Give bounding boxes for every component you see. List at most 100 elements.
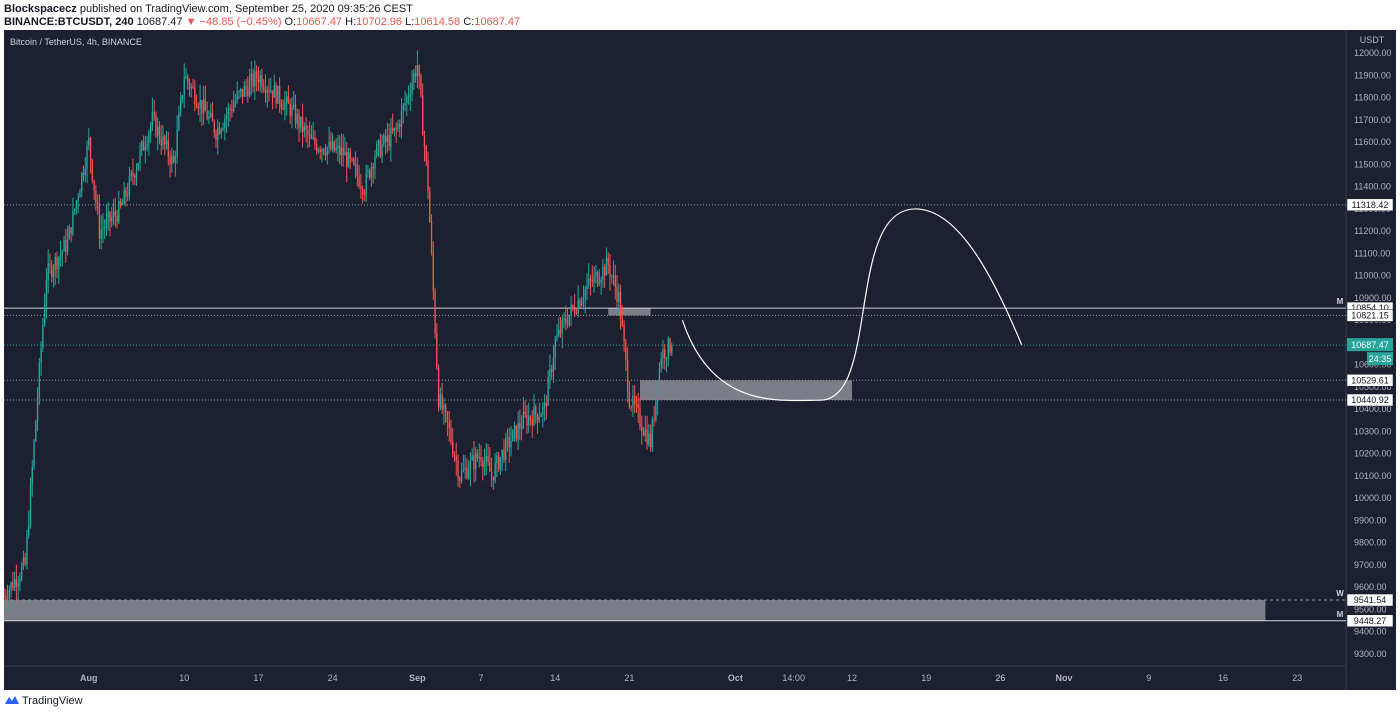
time-tick-label: Aug	[80, 673, 98, 683]
candle-body	[552, 358, 555, 372]
candle-body	[275, 84, 277, 104]
author-name[interactable]: Blockspacecz	[4, 3, 77, 15]
candle-body	[51, 265, 53, 277]
candle-body	[144, 147, 147, 151]
level-price-box	[1346, 593, 1394, 607]
candle-body	[66, 239, 69, 252]
candle-body	[282, 107, 284, 110]
time-tick-label: 21	[624, 673, 634, 683]
candle-body	[499, 457, 502, 470]
candle-body	[609, 264, 611, 277]
candle-body	[268, 89, 270, 92]
candle-body	[298, 114, 300, 128]
candle-body	[247, 88, 249, 97]
candle-body	[54, 257, 56, 271]
last-price: 10687.47	[136, 16, 183, 28]
price-tick-label: 10300.00	[1354, 426, 1392, 436]
candle-body	[323, 149, 325, 154]
candle-body	[280, 103, 283, 108]
level-marker-label: M	[1337, 610, 1344, 619]
candle-body	[422, 95, 424, 136]
candle-body	[10, 582, 12, 590]
time-tick-label: 16	[1218, 673, 1228, 683]
candle-body	[621, 319, 624, 326]
candle-body	[513, 425, 516, 430]
candle-body	[28, 525, 30, 536]
candle-body	[72, 210, 74, 234]
candle-body	[17, 582, 19, 587]
price-change: ▼ −48.85 (−0.45%)	[185, 16, 282, 28]
price-chart[interactable]: Bitcoin / TetherUS, 4h, BINANCE USDT 12000…	[3, 30, 1396, 690]
candle-body	[432, 251, 434, 292]
candle-body	[243, 85, 245, 97]
candle-body	[517, 423, 519, 440]
candle-body	[483, 461, 486, 467]
candle-body	[277, 85, 279, 104]
candle-body	[593, 275, 595, 282]
candle-body	[179, 97, 182, 113]
brand-name[interactable]: TradingView	[22, 695, 83, 707]
candle-body	[605, 257, 608, 276]
time-tick-label: 12	[847, 673, 857, 683]
level-price-label: 10440.92	[1351, 395, 1389, 405]
candle-body	[158, 126, 161, 140]
price-tick-label: 10900.00	[1354, 293, 1392, 303]
candle-body	[151, 112, 154, 126]
candle-body	[596, 272, 599, 285]
time-tick-label: 7	[478, 673, 483, 683]
candle-body	[632, 395, 634, 408]
candle-body	[248, 80, 251, 97]
candle-body	[446, 411, 449, 423]
candle-body	[358, 176, 360, 187]
candle-body	[519, 423, 521, 429]
candle-body	[81, 173, 83, 192]
candle-body	[490, 471, 493, 477]
candle-body	[169, 156, 171, 165]
chart-header: Blockspacecz published on TradingView.co…	[0, 0, 1400, 30]
candle-body	[614, 275, 616, 288]
candle-body	[102, 228, 104, 230]
candle-body	[395, 127, 397, 130]
candle-body	[397, 124, 399, 130]
level-price-box	[1346, 374, 1394, 387]
candle-body	[475, 452, 477, 469]
chart-panel[interactable]: Bitcoin / TetherUS, 4h, BINANCE USDT 12000…	[3, 30, 1396, 690]
candle-body	[381, 144, 383, 157]
price-tick-label: 9800.00	[1354, 538, 1387, 548]
tradingview-logo-icon[interactable]	[4, 694, 20, 706]
candle-body	[351, 158, 353, 160]
candle-body	[185, 76, 187, 79]
candle-body	[598, 282, 601, 285]
candle-body	[188, 82, 191, 89]
candle-body	[356, 165, 359, 177]
candle-body	[391, 128, 394, 132]
candle-body	[224, 118, 226, 128]
candle-body	[369, 170, 371, 178]
candle-body	[492, 476, 495, 481]
candle-body	[473, 455, 475, 469]
candle-body	[6, 598, 9, 600]
candle-body	[346, 151, 348, 167]
candle-body	[82, 173, 85, 176]
candle-body	[232, 104, 235, 111]
level-marker-label: M	[1337, 297, 1344, 306]
candle-body	[512, 429, 514, 442]
candle-body	[270, 90, 272, 92]
candle-body	[588, 278, 590, 285]
candle-body	[425, 146, 427, 162]
price-zone-rect	[608, 308, 651, 316]
candle-body	[452, 441, 454, 455]
candle-body	[423, 135, 426, 147]
candle-body	[328, 141, 330, 148]
high-label: H:	[345, 16, 357, 28]
candle-body	[429, 190, 431, 223]
candle-body	[612, 275, 615, 277]
candle-body	[125, 189, 127, 197]
candle-body	[333, 141, 336, 151]
candle-body	[187, 76, 189, 83]
candle-body	[194, 87, 196, 105]
price-tick-label: 12000.00	[1354, 48, 1392, 58]
candle-body	[181, 95, 184, 98]
candle-body	[671, 345, 673, 353]
price-tick-label: 11900.00	[1354, 70, 1391, 80]
